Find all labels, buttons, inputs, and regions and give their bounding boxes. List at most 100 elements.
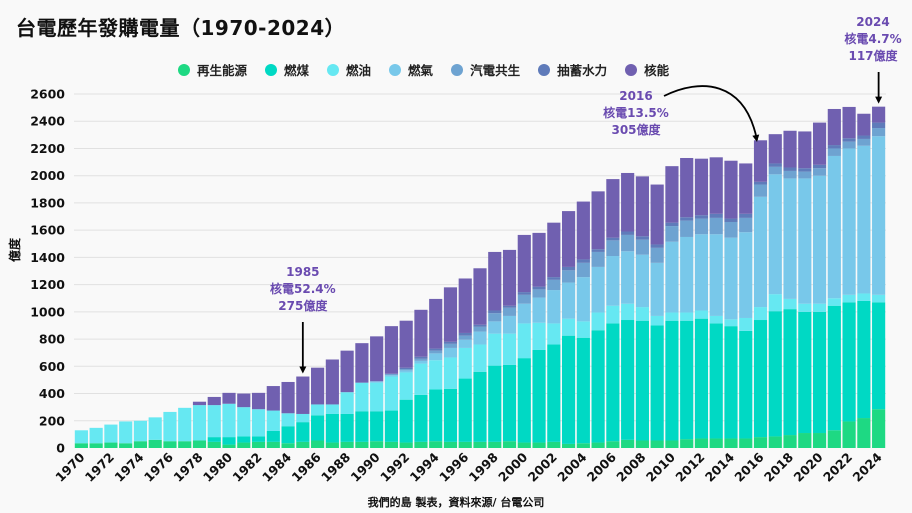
bar-segment [827,155,841,299]
bar-2000 [517,234,531,448]
bar-segment [384,410,398,442]
legend-item[interactable]: 燃氣 [389,60,433,79]
bars [74,106,886,448]
legend-item[interactable]: 再生能源 [178,60,247,79]
x-axis-ticks: 1970197219741976197819801982198419861988… [52,449,885,484]
annotation-text: 1985 [286,265,319,279]
bar-segment [429,441,443,448]
x-tick-label: 2024 [850,449,885,484]
bar-segment [517,292,531,295]
bar-segment [104,424,118,443]
bar-segment [532,289,546,298]
bar-1986 [311,367,325,448]
bar-segment [414,358,428,361]
bar-1983 [266,386,280,448]
bar-segment [798,171,812,179]
bar-segment [812,311,827,434]
bar-segment [355,343,369,383]
x-tick-label: 1988 [318,450,353,485]
annotation-text: 305億度 [611,122,661,137]
bar-segment [650,262,664,316]
bar-segment [621,172,635,232]
bar-segment [222,437,236,445]
bar-segment [857,135,871,139]
bar-segment [783,167,797,171]
bar-segment [517,234,531,293]
bar-segment [827,298,841,306]
bar-2015 [739,163,753,448]
bar-segment [488,441,502,448]
legend-dot-icon [451,63,464,76]
bar-segment [443,388,458,442]
x-tick-label: 2002 [525,450,560,485]
bar-segment [621,320,635,440]
legend-item[interactable]: 燃油 [327,60,371,79]
bar-segment [724,326,738,439]
bar-2011 [680,157,694,448]
bar-2003 [562,211,576,448]
bar-segment [709,217,723,235]
bar-2017 [768,134,782,448]
bar-segment [340,441,354,448]
bar-segment [783,435,797,448]
legend-item[interactable]: 汽電共生 [451,60,520,79]
bar-1982 [251,392,266,448]
bar-1993 [414,309,428,448]
bar-segment [798,433,812,448]
x-tick-label: 2018 [761,450,796,485]
bar-segment [753,437,768,448]
bar-segment [753,320,768,438]
bar-1971 [89,427,103,448]
bar-segment [724,218,738,222]
bar-segment [694,215,709,219]
bar-segment [370,382,384,412]
bar-segment [192,405,207,441]
bar-2016 [753,140,768,448]
x-tick-label: 1976 [141,449,176,484]
bar-segment [753,196,768,308]
y-tick-label: 2600 [30,87,65,102]
bar-segment [296,376,310,414]
legend-dot-icon [625,63,638,76]
x-tick-label: 1986 [289,449,324,484]
bar-segment [812,303,827,312]
bar-1978 [192,401,207,448]
bar-segment [739,232,753,318]
bar-segment [502,333,517,365]
bar-2008 [635,176,649,448]
annotation-text: 2016 [619,89,652,103]
y-tick-label: 600 [39,359,65,374]
bar-segment [739,217,753,233]
bar-segment [414,356,428,359]
x-tick-label: 2022 [820,450,855,485]
bar-segment [606,256,620,306]
legend-item[interactable]: 核能 [625,60,669,79]
bar-segment [562,211,576,267]
bar-segment [547,323,561,345]
legend-item[interactable]: 燃煤 [265,60,309,79]
bar-segment [399,369,413,371]
bar-segment [251,392,266,410]
bar-segment [857,300,871,419]
bar-1995 [443,287,458,448]
legend-item[interactable]: 抽蓄水力 [538,60,607,79]
bar-segment [857,293,871,301]
bar-segment [591,442,605,448]
bar-segment [857,113,871,136]
annotation-text: 核電52.4% [270,281,336,296]
bar-segment [621,251,635,304]
bar-segment [680,312,694,321]
bar-segment [562,443,576,448]
bar-segment [281,426,295,444]
bar-segment [74,443,88,448]
bar-segment [621,303,635,321]
bar-segment [680,220,694,237]
y-tick-label: 800 [39,332,65,347]
bar-segment [443,347,458,358]
bar-segment [473,326,487,332]
bar-segment [739,163,753,214]
y-tick-label: 1400 [30,250,65,265]
annotation-text: 275億度 [278,298,328,313]
bar-segment [650,184,664,245]
legend-dot-icon [327,63,340,76]
